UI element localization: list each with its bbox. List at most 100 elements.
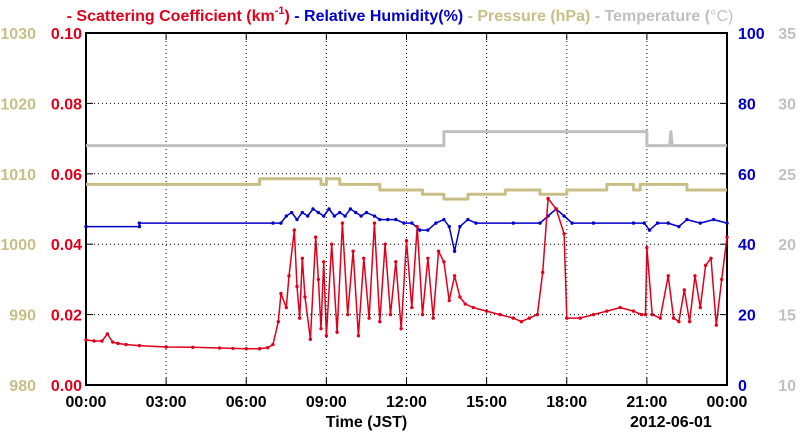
data-point-humidity [364,210,369,215]
x-tick-label: 00:00 [707,394,748,411]
data-point-humidity [426,228,430,232]
data-point-scattering [605,309,609,313]
data-point-scattering [658,316,662,320]
data-point-humidity [137,221,142,225]
data-point-scattering [511,316,516,320]
data-point-scattering [284,305,289,310]
legend-entry-1: - Relative Humidity(%) [290,8,463,25]
data-point-scattering [303,295,307,299]
data-point-scattering [300,256,305,260]
data-point-scattering [244,347,248,351]
data-point-scattering [643,312,648,317]
data-point-scattering [322,260,326,264]
series-line-temperature [86,130,727,148]
data-point-scattering [319,326,323,331]
data-point-scattering [191,345,195,350]
data-point-scattering [666,274,670,278]
data-point-scattering [591,312,596,317]
data-point-scattering [124,342,128,347]
data-point-scattering [618,305,622,310]
data-point-scattering [565,316,569,320]
legend-text: - Scattering Coefficient (km-1) - Relati… [67,5,734,25]
data-point-humidity [386,217,390,222]
data-point-humidity [725,221,729,225]
pressure-tick-label: 1000 [0,237,36,254]
data-point-scattering [436,249,441,253]
data-point-scattering [546,196,550,201]
x-tick-label: 12:00 [386,394,427,411]
data-point-humidity [332,214,337,218]
temperature-tick-label: 15 [778,308,796,325]
scattering-tick-label: 0.00 [51,378,82,395]
scattering-tick-label: 0.10 [51,26,82,43]
data-point-scattering [714,323,719,327]
humidity-tick-label: 80 [738,96,756,113]
data-point-scattering [399,326,403,331]
data-point-scattering [452,274,457,278]
data-point-humidity [410,221,414,225]
x-tick-label: 03:00 [146,394,187,411]
data-point-scattering [164,345,168,349]
scattering-tick-label: 0.04 [51,237,82,254]
series-line-pressure [86,177,727,201]
data-point-scattering [554,207,558,211]
data-point-scattering [257,347,262,351]
data-point-scattering [116,341,120,346]
data-point-scattering [137,343,142,348]
data-point-scattering [292,228,297,232]
data-point-scattering [415,224,419,229]
legend-entry-0: - Scattering Coefficient (km [67,8,275,25]
data-point-scattering [111,340,115,344]
humidity-tick-label: 60 [738,167,756,184]
data-point-scattering [698,305,702,310]
data-point-scattering [346,312,350,317]
data-point-humidity [698,221,702,225]
data-point-humidity [511,221,516,225]
data-point-scattering [650,312,654,317]
x-tick-label: 09:00 [306,394,347,411]
data-point-scattering [340,221,345,225]
data-point-humidity [570,221,574,225]
legend-entry-2: - Pressure (hPa) [463,8,590,25]
legend-superscript: -1 [275,5,285,17]
data-point-scattering [410,305,414,310]
data-point-humidity [647,228,652,232]
data-point-scattering [578,316,582,320]
data-point-humidity [666,221,670,225]
data-point-humidity [685,217,689,222]
data-point-scattering [458,295,462,299]
data-point-humidity [305,214,310,218]
data-point-scattering [383,242,387,246]
data-point-scattering [645,246,649,250]
scattering-tick-label: 0.06 [51,167,82,184]
data-point-scattering [105,332,110,336]
data-point-scattering [420,312,425,317]
grid [86,33,727,385]
data-point-humidity [372,214,377,218]
x-axis-label: Time (JST) [326,414,408,431]
data-point-scattering [562,231,566,236]
data-point-scattering [92,339,96,343]
pressure-tick-label: 1030 [0,26,36,43]
data-point-humidity [458,224,462,229]
data-point-scattering [519,319,524,324]
data-point-humidity [591,221,596,225]
data-point-scattering [671,316,676,320]
pressure-tick-label: 980 [9,378,36,395]
legend-suffix: °C) [710,8,733,25]
data-point-humidity [343,214,347,218]
data-point-scattering [471,305,475,310]
plot-area [84,130,729,351]
data-point-scattering [431,316,435,320]
data-point-scattering [378,319,382,324]
data-point-humidity [466,217,470,222]
data-point-scattering [442,260,446,264]
temperature-tick-label: 35 [778,26,796,43]
data-point-scattering [276,319,280,324]
x-tick-label: 15:00 [466,394,507,411]
data-point-scattering [265,345,270,350]
data-point-scattering [231,346,235,351]
data-point-scattering [217,346,222,350]
data-point-scattering [535,312,540,317]
